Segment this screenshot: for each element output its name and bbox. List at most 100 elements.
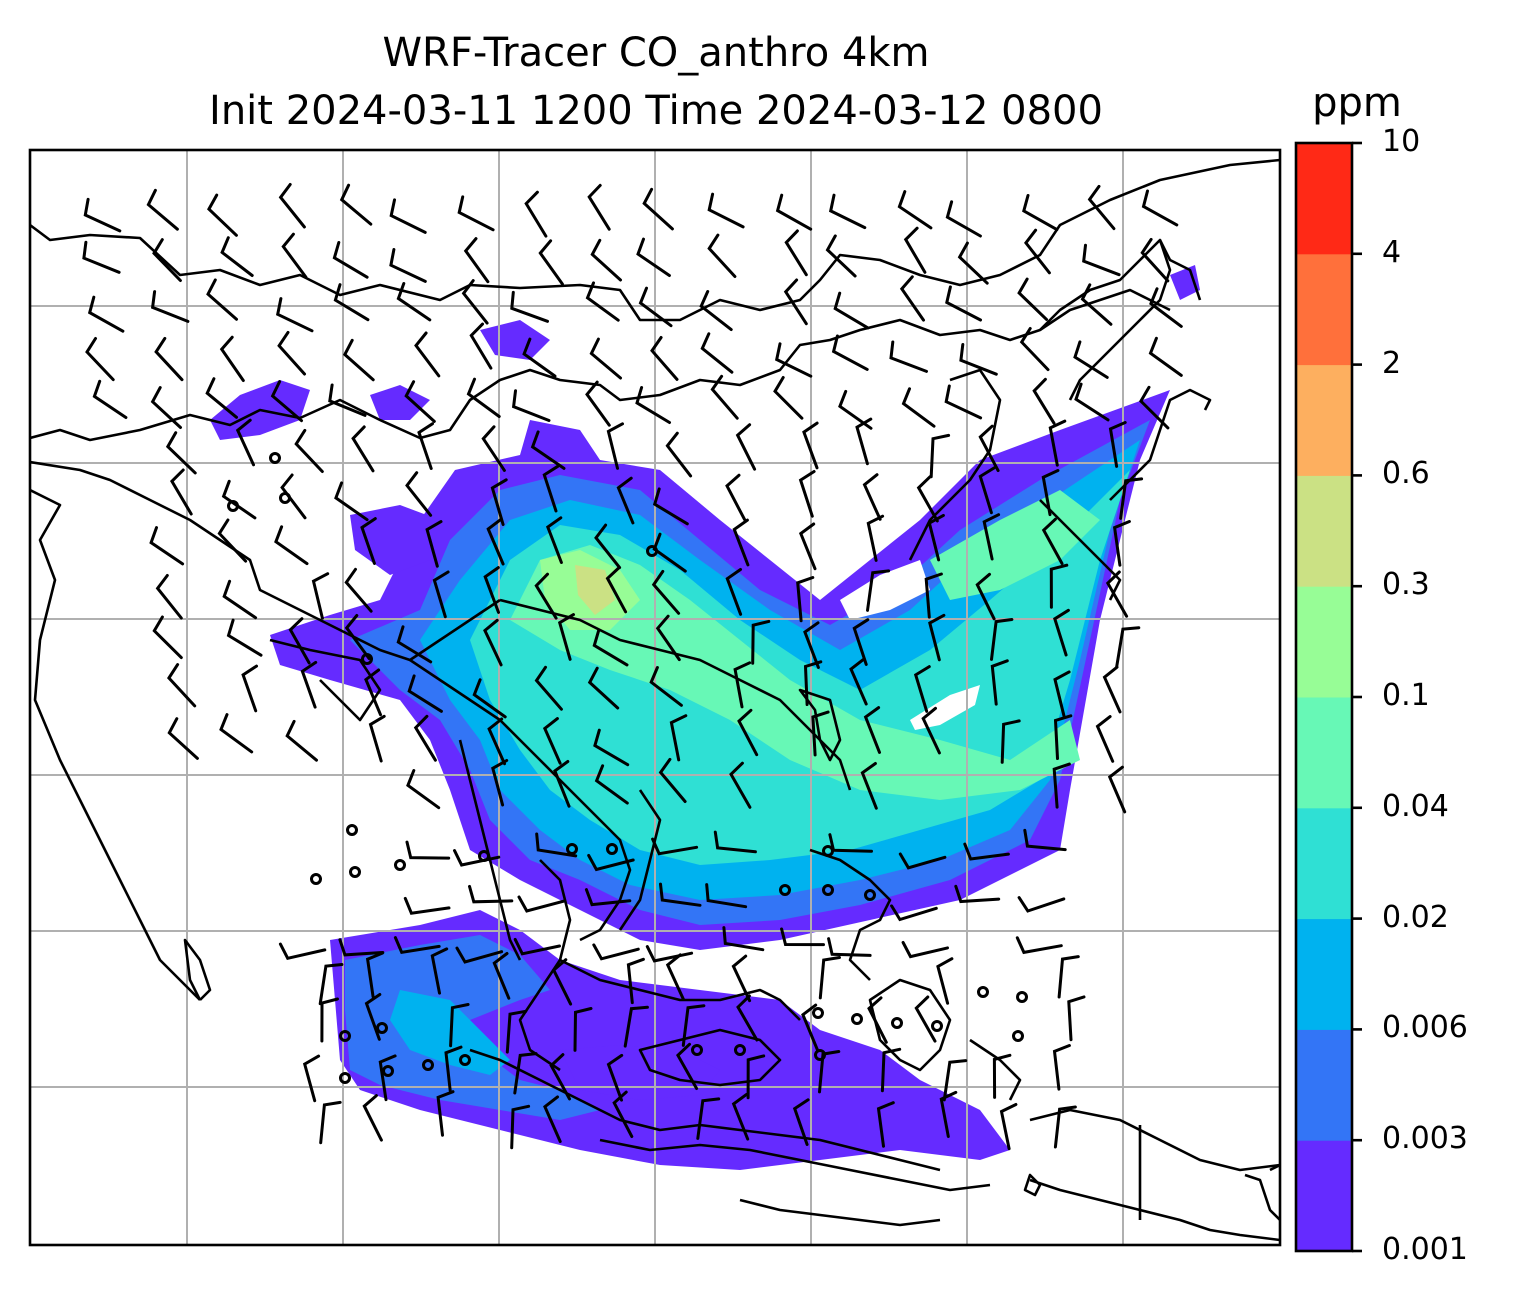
colorbar-tick-label: 0.006 [1382,1010,1468,1046]
wind-barb [626,957,645,1005]
calm-wind-circle [394,859,406,871]
wind-barb [294,428,324,473]
wind-barb [483,566,500,614]
wind-barb [87,295,125,333]
wind-barb [713,830,757,854]
wind-barb [803,660,823,706]
wind-barb [803,621,820,669]
wind-barb [1105,570,1129,618]
wind-barb [725,568,743,616]
wind-barb [222,579,258,620]
wind-barb [1087,184,1116,231]
colorbar-segment [1296,475,1352,587]
wind-barb [449,1003,470,1048]
calm-wind-circle [566,843,578,855]
plume-patch [480,320,550,360]
wind-barb [957,241,989,285]
wind-barb [612,1090,634,1138]
wind-barb [898,852,947,870]
wind-barb [862,473,882,521]
wind-barb [339,183,373,226]
wind-barb [707,233,737,278]
colorbar-tick-label: 0.6 [1382,456,1430,492]
wind-barb [665,953,685,1001]
colorbar-tick-marks [1352,141,1362,1253]
wind-barb [360,517,377,565]
wind-barb [1067,995,1086,1042]
title-line-1: WRF-Tracer CO_anthro 4km [382,30,930,76]
wind-barb [590,238,622,282]
wind-barb [722,926,765,952]
wind-barb [652,487,689,526]
wind-barb [897,190,933,230]
wind-barb [1115,626,1141,669]
wind-barb [801,1003,819,1052]
wind-barb [486,517,505,566]
wind-barb [557,613,575,661]
calm-wind-circle [349,866,361,878]
wind-barb [901,387,936,428]
calm-wind-circle [812,1007,824,1019]
calm-wind-circle [891,1017,903,1029]
wind-barb [939,1090,958,1138]
calm-wind-circle [691,1044,703,1056]
calm-wind-circle [478,850,490,862]
wind-barb [945,285,982,322]
calm-wind-circle [864,889,876,901]
colorbar-tick-label: 4 [1382,234,1402,270]
wind-barb [710,374,739,420]
wind-barb [205,377,238,419]
wind-barb [1082,243,1121,277]
calm-wind-circle [269,452,281,464]
wind-barb [775,193,813,231]
wind-barb [1022,194,1059,232]
wind-barb [285,719,318,762]
wind-barb [530,430,566,470]
calm-wind-circle [339,1072,351,1084]
wind-barb [155,574,183,620]
wind-barb [796,576,815,623]
wind-barb [300,660,318,709]
title-line-2: Init 2024-03-11 1200 Time 2024-03-12 080… [209,88,1103,134]
wind-barb [405,840,451,860]
wind-barb [542,464,560,513]
wind-barb [396,282,432,322]
wind-barb [344,614,371,660]
colorbar-tick-label: 0.3 [1382,567,1430,603]
wind-barb [469,322,493,370]
wind-barb [511,389,551,422]
wind-barb [1019,327,1050,372]
wind-barb [978,466,996,515]
wind-barb [606,422,624,470]
wind-barb [1015,936,1063,955]
wind-barb [889,340,928,373]
wind-barb [328,383,367,417]
wind-barb [636,237,671,277]
wind-barb [510,1104,531,1150]
wind-barb [978,424,1000,473]
wind-barb [992,1053,1012,1099]
colorbar-unit-label: ppm [1312,80,1402,126]
plume-northern-band [575,565,615,615]
wind-barb [444,1045,463,1092]
wind-barb [1074,382,1110,422]
wind-barb [396,625,433,664]
wind-barb [700,332,734,374]
colorbar-tick-label: 0.003 [1382,1121,1468,1157]
wind-barb [798,522,817,571]
calm-wind-circle [459,1054,471,1066]
wind-barb [152,615,183,660]
wind-barb [990,659,1009,706]
calm-wind-circle [227,500,239,512]
wind-barb [320,997,339,1043]
wind-barb [866,569,891,612]
wind-barb [963,842,1010,861]
wind-barb [492,952,511,1000]
wind-barb [1108,421,1127,468]
colorbar-tick-label: 0.1 [1382,678,1430,713]
wind-barb [944,384,983,420]
wind-barb [913,665,931,713]
wind-barb [589,337,622,380]
wind-barb [587,854,635,872]
wind-barb [959,343,998,376]
